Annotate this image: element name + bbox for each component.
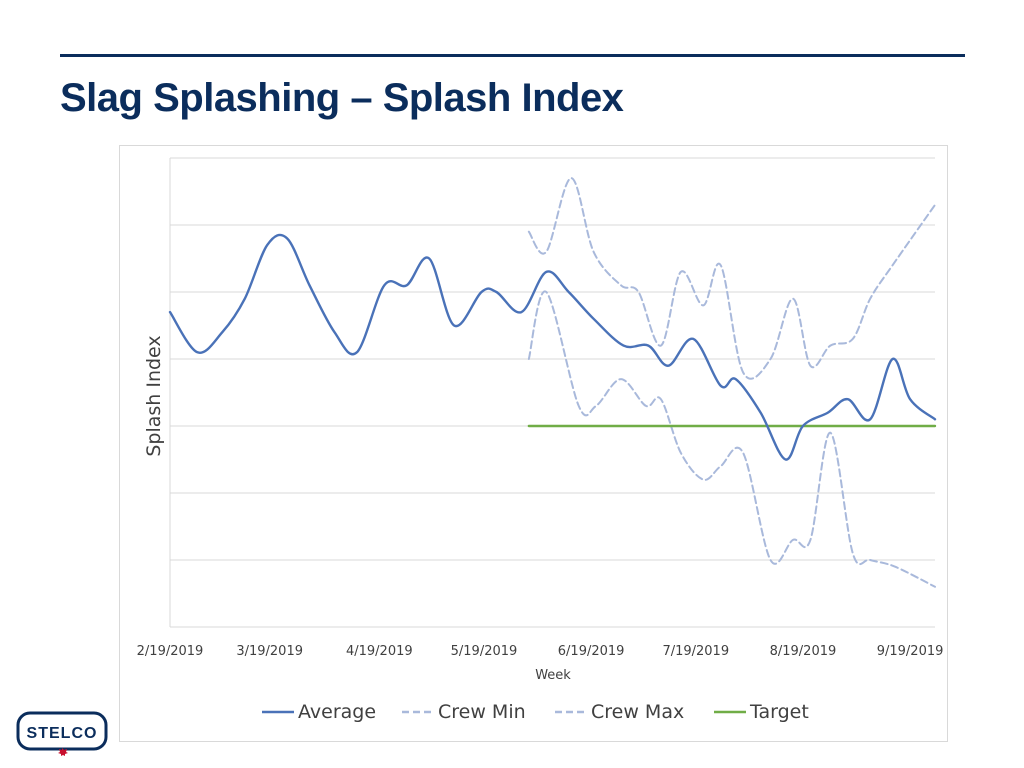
slide-title: Slag Splashing – Splash Index	[60, 76, 624, 120]
series-line-average	[168, 233, 937, 461]
splash-index-chart: 2/19/2019 3/19/2019 4/19/2019 5/19/2019 6/19…	[137, 157, 944, 723]
x-tick-label: 3/19/2019	[236, 644, 303, 659]
y-axis-label: Splash Index	[143, 335, 165, 456]
series-line-crew-max	[527, 177, 936, 380]
chart-area: 2/19/2019 3/19/2019 4/19/2019 5/19/2019 6/19…	[119, 145, 948, 742]
logo-text: STELCO	[27, 725, 98, 742]
stelco-logo: STELCO	[16, 711, 108, 756]
legend-label-target: Target	[749, 701, 809, 723]
x-tick-label: 7/19/2019	[662, 644, 729, 659]
x-axis-label: Week	[535, 668, 571, 683]
x-tick-label: 6/19/2019	[558, 644, 625, 659]
x-tick-labels: 2/19/2019 3/19/2019 4/19/2019 5/19/2019 6/19…	[137, 644, 944, 659]
legend: Average Crew Min Crew Max Target	[262, 701, 809, 723]
x-tick-label: 2/19/2019	[137, 644, 204, 659]
legend-label-average: Average	[298, 701, 376, 723]
x-tick-label: 9/19/2019	[877, 644, 944, 659]
x-tick-label: 5/19/2019	[451, 644, 518, 659]
legend-label-crew-max: Crew Max	[591, 701, 684, 723]
x-tick-label: 4/19/2019	[346, 644, 413, 659]
maple-leaf-icon	[58, 748, 68, 756]
legend-label-crew-min: Crew Min	[438, 701, 526, 723]
series-lines	[168, 177, 937, 588]
title-rule	[60, 54, 965, 57]
series-line-crew-min	[527, 290, 936, 588]
gridlines	[169, 157, 935, 628]
x-tick-label: 8/19/2019	[770, 644, 837, 659]
